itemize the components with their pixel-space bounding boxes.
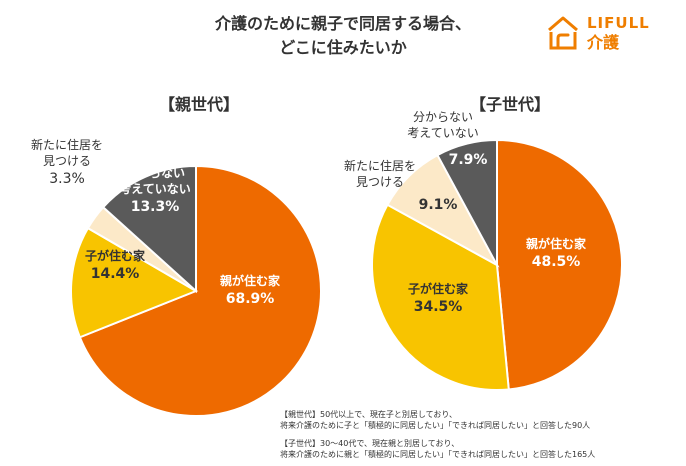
parent-note-line-2: 将来介護のために子と「積極的に同居したい」「できれば同居したい」と回答した90人 — [280, 421, 591, 430]
child-chart-title: 【子世代】 — [469, 95, 550, 114]
house-icon — [548, 16, 578, 50]
parent-slice-label-unknown: 分からない 考えていない 13.3% — [119, 166, 191, 215]
parent-slice-label-own-home: 親が住む家 68.9% — [219, 274, 281, 307]
parent-slice-label-new-home: 新たに住居を 見つける 3.3% — [30, 138, 104, 187]
title-line-1: 介護のために親子で同居する場合、 — [214, 14, 471, 33]
parent-pie — [70, 164, 322, 417]
child-slice-value-new-home: 9.1% — [418, 197, 458, 213]
logo-text: LIFULL — [587, 14, 650, 32]
child-pie-slice-unknown — [436, 138, 498, 266]
title-line-2: どこに住みたいか — [279, 38, 407, 57]
parent-note-line-1: 【親世代】50代以上で、現在子と別居しており、 — [280, 410, 458, 419]
lifull-logo: LIFULL 介護 — [543, 14, 668, 54]
parent-chart-title: 【親世代】 — [158, 95, 239, 114]
child-slice-label-child-home: 子が住む家 34.5% — [407, 282, 469, 315]
logo-subtext: 介護 — [587, 33, 620, 52]
child-pie-slice-own-home — [496, 138, 623, 391]
child-pie-slice-child-home — [371, 203, 510, 391]
child-slice-name-unknown: 分からない 考えていない — [407, 110, 479, 140]
child-note-line-1: 【子世代】30～40代で、現在親と別居しており、 — [280, 439, 460, 448]
chart-title: 介護のために親子で同居する場合、 どこに住みたいか — [0, 12, 686, 60]
parent-pie-slice-own-home — [78, 164, 322, 417]
child-note-line-2: 将来介護のために親と「積極的に同居したい」「できれば同居したい」と回答した165… — [280, 450, 596, 459]
parent-slice-label-child-home: 子が住む家 14.4% — [84, 249, 146, 282]
child-pie — [371, 138, 623, 391]
child-slice-name-new-home: 新たに住居を 見つける — [343, 159, 417, 189]
child-note: 【子世代】30～40代で、現在親と別居しており、 将来介護のために親と「積極的に… — [280, 438, 595, 460]
parent-note: 【親世代】50代以上で、現在子と別居しており、 将来介護のために子と「積極的に同… — [280, 409, 590, 431]
child-slice-value-unknown: 7.9% — [448, 152, 488, 168]
child-slice-label-own-home: 親が住む家 48.5% — [525, 237, 587, 270]
parent-pie-slice-child-home — [70, 226, 199, 339]
parent-pie-slice-unknown — [101, 164, 197, 294]
